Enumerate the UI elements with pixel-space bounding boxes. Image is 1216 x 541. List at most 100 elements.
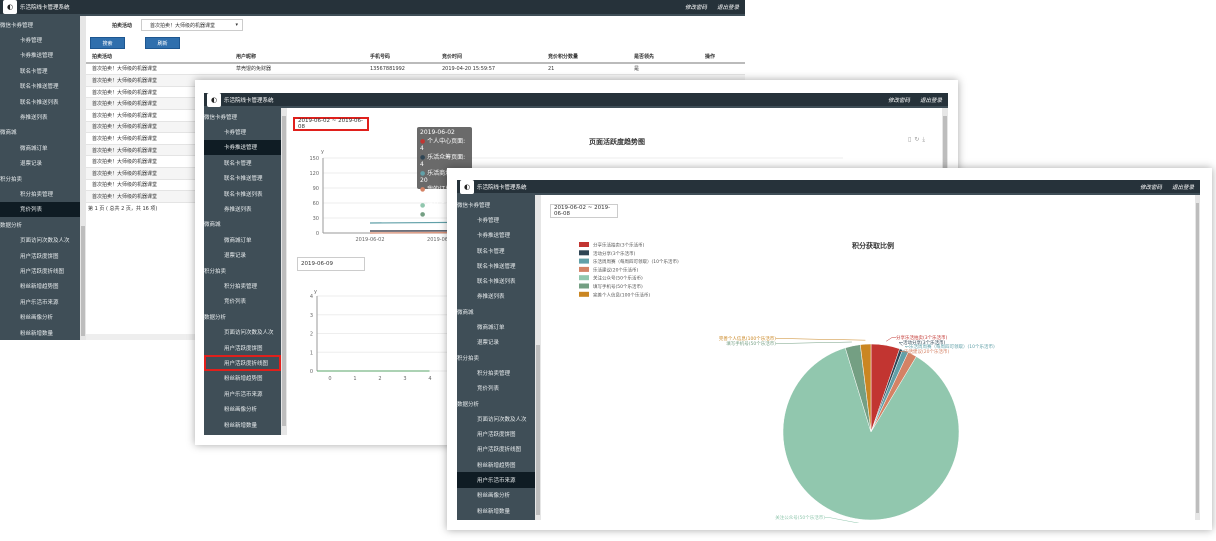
sidebar-item[interactable]: 粉丝画像分析 — [20, 315, 54, 322]
sidebar-item[interactable]: 退票记录 — [224, 253, 247, 260]
content-scrollbar[interactable] — [1195, 195, 1200, 520]
sidebar-item[interactable]: 粉丝画像分析 — [224, 407, 258, 414]
legend-label: 活动分享(3个乐活币) — [593, 250, 636, 257]
sidebar-item[interactable]: 微商城订单 — [477, 325, 505, 332]
sidebar-item[interactable]: 粉丝新增数量 — [20, 330, 54, 337]
sidebar-item[interactable]: 竞价列表 — [0, 201, 80, 218]
sidebar-item[interactable]: 积分拍卖 — [457, 355, 480, 362]
sidebar-item[interactable]: 退票记录 — [477, 340, 500, 347]
change-password-link[interactable]: 修改密码 — [887, 97, 910, 104]
sidebar-item[interactable]: 积分拍卖管理 — [224, 283, 258, 290]
sidebar-item[interactable]: 用户活跃度折线图 — [20, 268, 65, 275]
refresh-button[interactable]: 刷新 — [145, 37, 180, 49]
table-cell: 拍卖活动 — [92, 54, 113, 61]
sidebar-item[interactable]: 用户活跃度饼图 — [477, 432, 516, 439]
slice-label: 分享乐活拍卖(3个乐活币) — [896, 334, 948, 341]
sidebar-item[interactable]: 微商城订单 — [224, 237, 252, 244]
change-password-link[interactable]: 修改密码 — [684, 5, 707, 11]
table-cell: 首次拍卖！大师级的机器课堂 — [92, 170, 158, 177]
sidebar-item[interactable]: 页面访问次数及人次 — [224, 330, 274, 337]
sidebar-item[interactable]: 数据分析 — [204, 314, 227, 321]
y-tick-label: 4 — [310, 294, 313, 300]
label-leader-line — [898, 342, 903, 346]
sidebar-item[interactable]: 数据分析 — [457, 401, 480, 408]
sidebar-item[interactable]: 联名卡推送管理 — [477, 263, 516, 270]
sidebar-item[interactable]: 页面访问次数及人次 — [477, 416, 527, 423]
download-icon[interactable]: ⤓ — [922, 136, 925, 143]
scrollbar[interactable] — [80, 16, 86, 340]
change-password-link[interactable]: 修改密码 — [1139, 184, 1162, 191]
tooltip-item: ● 乐活众筹页面: 4 — [420, 152, 469, 168]
sidebar-item[interactable]: 微商城订单 — [20, 145, 48, 152]
date-range-input[interactable]: 2019-06-02 ~ 2019-06-08 — [293, 117, 369, 131]
sidebar-item[interactable]: 卡券推送管理 — [20, 53, 54, 60]
sidebar-item[interactable]: 积分拍卖管理 — [20, 191, 54, 198]
legend-label: 分享乐活拍卖(3个乐活币) — [593, 242, 645, 249]
sidebar-item[interactable]: 用户乐活币来源 — [20, 299, 59, 306]
logout-link[interactable]: 退出登录 — [716, 5, 739, 11]
sidebar-item[interactable]: 券推送列表 — [477, 294, 505, 301]
sidebar-item[interactable]: 联名卡推送列表 — [20, 99, 59, 106]
refresh-icon[interactable]: ↻ — [914, 136, 920, 143]
sidebar-item[interactable]: 数据分析 — [0, 222, 23, 229]
sidebar-item[interactable]: 联名卡推送管理 — [224, 176, 263, 183]
table-cell: 是否领先 — [634, 54, 655, 61]
sidebar-item[interactable]: 粉丝新增趋势图 — [477, 462, 516, 469]
sidebar-item[interactable]: 粉丝新增数量 — [477, 508, 511, 515]
sidebar-item[interactable]: 微商城 — [204, 222, 221, 229]
caret-down-icon: ▾ — [235, 22, 238, 28]
sidebar-item[interactable]: 卡券推送管理 — [477, 233, 511, 240]
sidebar-item[interactable]: 粉丝新增趋势图 — [224, 376, 263, 383]
logout-link[interactable]: 退出登录 — [1171, 184, 1194, 191]
sidebar-item[interactable]: 用户活跃度饼图 — [224, 345, 263, 352]
sidebar-item[interactable]: 微信卡券管理 — [0, 22, 34, 29]
auction-select[interactable]: 首次拍卖！大师级的机器课堂 ▾ — [141, 19, 243, 31]
sidebar-item[interactable]: 积分拍卖管理 — [477, 370, 511, 377]
sidebar-item[interactable]: 卡券管理 — [477, 217, 500, 224]
sidebar-item[interactable]: 页面访问次数及人次 — [20, 238, 70, 245]
sidebar-item[interactable]: 用户活跃度饼图 — [20, 253, 59, 260]
sidebar-item[interactable]: 卡券管理 — [20, 38, 43, 45]
y-tick-label: 1 — [310, 350, 313, 356]
sidebar-item[interactable]: 粉丝画像分析 — [477, 493, 511, 500]
sidebar-item[interactable]: 联名卡管理 — [224, 160, 252, 167]
y-tick-label: 2 — [310, 332, 313, 338]
sidebar-item[interactable]: 用户活跃度折线图 — [477, 447, 522, 454]
logout-link[interactable]: 退出登录 — [919, 97, 942, 104]
sidebar-item[interactable]: 粉丝新增趋势图 — [20, 284, 59, 291]
scrollbar[interactable] — [281, 108, 287, 435]
sidebar-item[interactable]: 用户乐活币来源 — [224, 391, 263, 398]
sidebar-item[interactable]: 微信卡券管理 — [204, 114, 238, 121]
sidebar-item[interactable]: 积分拍卖 — [0, 176, 23, 183]
sidebar-item[interactable]: 用户活跃度折线图 — [204, 355, 281, 371]
sidebar-item[interactable]: 联名卡推送列表 — [224, 191, 263, 198]
sidebar-item[interactable]: 卡券推送管理 — [204, 139, 281, 156]
date-range-input[interactable]: 2019-06-02 ~ 2019-06-08 — [550, 204, 618, 218]
sidebar-item[interactable]: 竞价列表 — [477, 386, 500, 393]
slice-label: 关注公众号(50个乐活币) — [775, 514, 825, 521]
table-cell: 首次拍卖！大师级的机器课堂 — [92, 147, 158, 154]
search-button[interactable]: 搜索 — [90, 37, 125, 49]
y-tick-label: 3 — [310, 313, 313, 319]
table-row: 首次拍卖！大师级的机器课堂 草壳馄的免财器 13567881992 2019-04-2… — [86, 64, 745, 76]
sidebar-item[interactable]: 联名卡管理 — [477, 248, 505, 255]
sidebar-item[interactable]: 券推送列表 — [20, 115, 48, 122]
sidebar-item[interactable]: 微信卡券管理 — [457, 202, 491, 209]
sidebar-item[interactable]: 联名卡推送管理 — [20, 84, 59, 91]
table-cell: 首次拍卖！大师级的机器课堂 — [92, 66, 158, 73]
sidebar-item[interactable]: 微商城 — [0, 130, 17, 137]
sidebar-item[interactable]: 联名卡推送列表 — [477, 279, 516, 286]
sidebar-item[interactable]: 微商城 — [457, 309, 474, 316]
date-input[interactable]: 2019-06-09 — [297, 257, 365, 271]
sidebar-item[interactable]: 竞价列表 — [224, 299, 247, 306]
sidebar-item[interactable]: 券推送列表 — [224, 207, 252, 214]
sidebar-item[interactable]: 卡券管理 — [224, 130, 247, 137]
data-view-icon[interactable]: ▯ — [908, 136, 912, 143]
sidebar-item[interactable]: 粉丝新增数量 — [224, 422, 258, 429]
sidebar-item[interactable]: 用户乐活币来源 — [457, 472, 535, 488]
sidebar-item[interactable]: 联名卡管理 — [20, 68, 48, 75]
tooltip-label: 我的订单页面: 0 — [420, 186, 465, 200]
scrollbar[interactable] — [535, 195, 541, 520]
sidebar-item[interactable]: 积分拍卖 — [204, 268, 227, 275]
sidebar-item[interactable]: 退票记录 — [20, 161, 43, 168]
